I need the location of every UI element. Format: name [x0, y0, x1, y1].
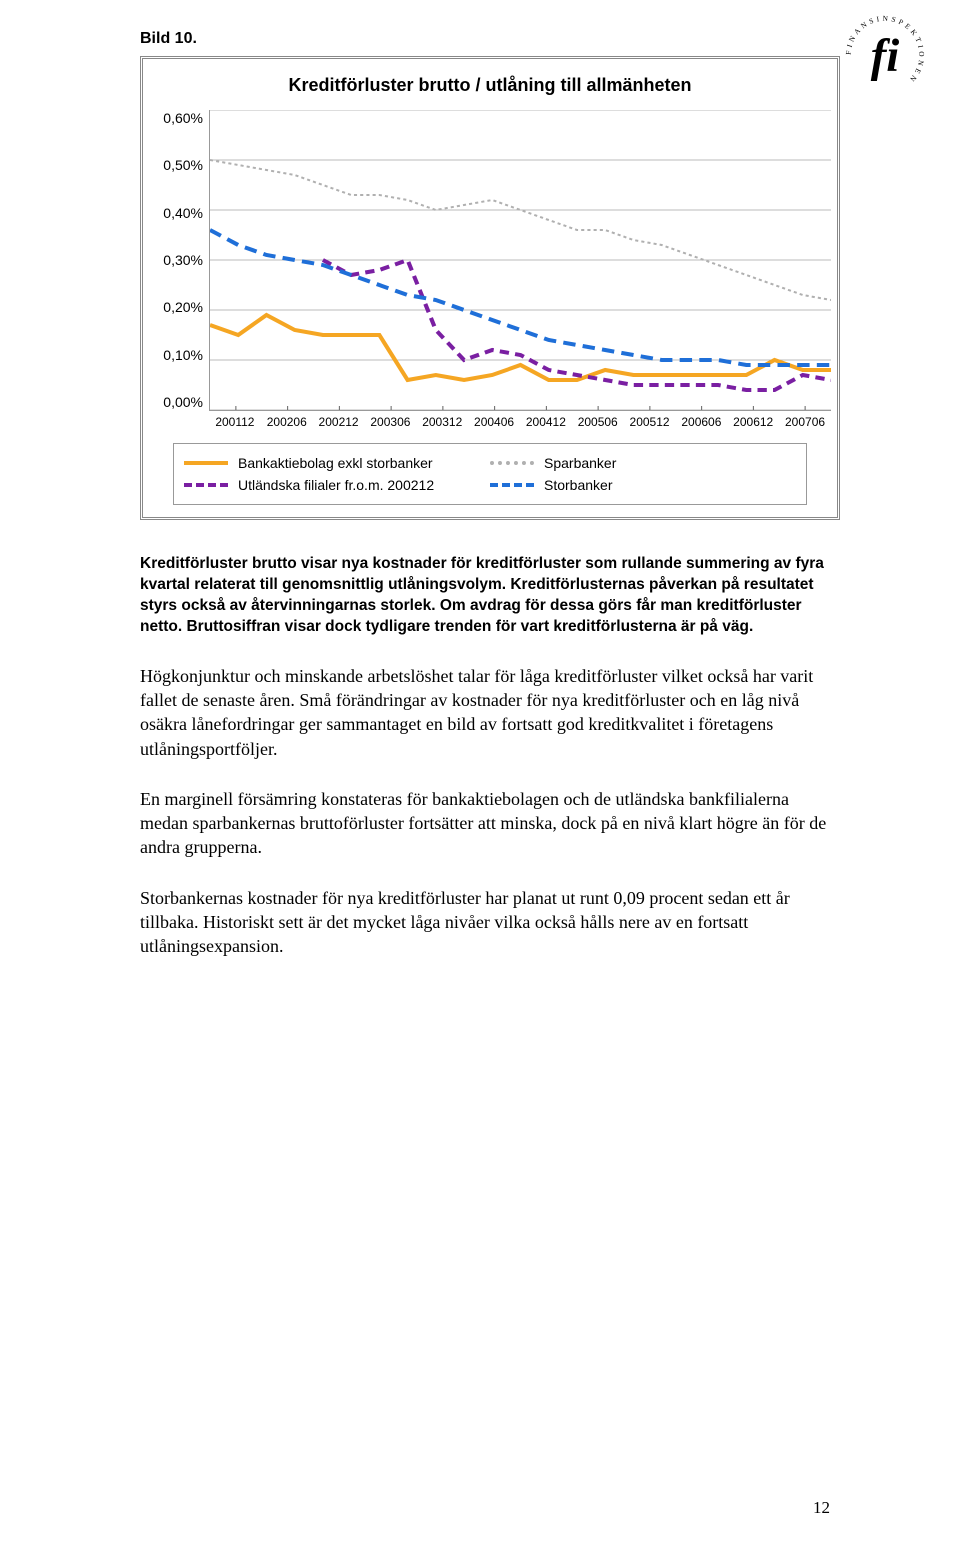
chart-title: Kreditförluster brutto / utlåning till a… [149, 75, 831, 96]
legend-label: Bankaktiebolag exkl storbanker [238, 455, 433, 471]
legend-label: Utländska filialer fr.o.m. 200212 [238, 477, 434, 493]
figure-label: Bild 10. [140, 30, 840, 48]
page-number: 12 [813, 1498, 830, 1518]
body-paragraph: En marginell försämring konstateras för … [140, 787, 840, 860]
series-line [210, 230, 831, 365]
legend-swatch [490, 483, 534, 487]
legend-swatch [184, 461, 228, 465]
x-tick-label: 200612 [727, 415, 779, 429]
y-tick-label: 0,40% [163, 205, 203, 221]
svg-text:fi: fi [871, 30, 900, 82]
y-tick-label: 0,00% [163, 394, 203, 410]
chart-container: Kreditförluster brutto / utlåning till a… [140, 56, 840, 520]
chart-legend: Bankaktiebolag exkl storbanker Sparbanker… [173, 443, 807, 505]
x-axis: 2001122002062002122003062003122004062004… [209, 415, 831, 429]
body-paragraph: Storbankernas kostnader för nya kreditfö… [140, 886, 840, 959]
body-paragraph: Högkonjunktur och minskande arbetslöshet… [140, 664, 840, 761]
legend-swatch [184, 483, 228, 487]
legend-swatch [490, 461, 534, 465]
series-line [210, 315, 831, 380]
x-tick-label: 200312 [416, 415, 468, 429]
legend-item: Bankaktiebolag exkl storbanker [184, 455, 490, 471]
y-tick-label: 0,50% [163, 157, 203, 173]
figure-caption: Kreditförluster brutto visar nya kostnad… [140, 554, 840, 638]
x-tick-label: 200506 [572, 415, 624, 429]
legend-label: Storbanker [544, 477, 612, 493]
y-tick-label: 0,10% [163, 347, 203, 363]
legend-item: Sparbanker [490, 455, 796, 471]
x-tick-label: 200206 [261, 415, 313, 429]
x-tick-label: 200212 [313, 415, 365, 429]
legend-item: Utländska filialer fr.o.m. 200212 [184, 477, 490, 493]
y-tick-label: 0,20% [163, 299, 203, 315]
y-tick-label: 0,60% [163, 110, 203, 126]
x-tick-label: 200706 [779, 415, 831, 429]
series-line [210, 160, 831, 300]
legend-item: Storbanker [490, 477, 796, 493]
y-tick-label: 0,30% [163, 252, 203, 268]
x-tick-label: 200406 [468, 415, 520, 429]
y-axis: 0,60% 0,50% 0,40% 0,30% 0,20% 0,10% 0,00% [149, 110, 209, 410]
x-tick-label: 200306 [364, 415, 416, 429]
agency-logo: FINANSINSPEKTIONEN fi [840, 10, 930, 100]
x-tick-label: 200412 [520, 415, 572, 429]
x-tick-label: 200512 [624, 415, 676, 429]
chart-plot-area [209, 110, 831, 411]
x-tick-label: 200606 [675, 415, 727, 429]
x-tick-label: 200112 [209, 415, 261, 429]
legend-label: Sparbanker [544, 455, 616, 471]
